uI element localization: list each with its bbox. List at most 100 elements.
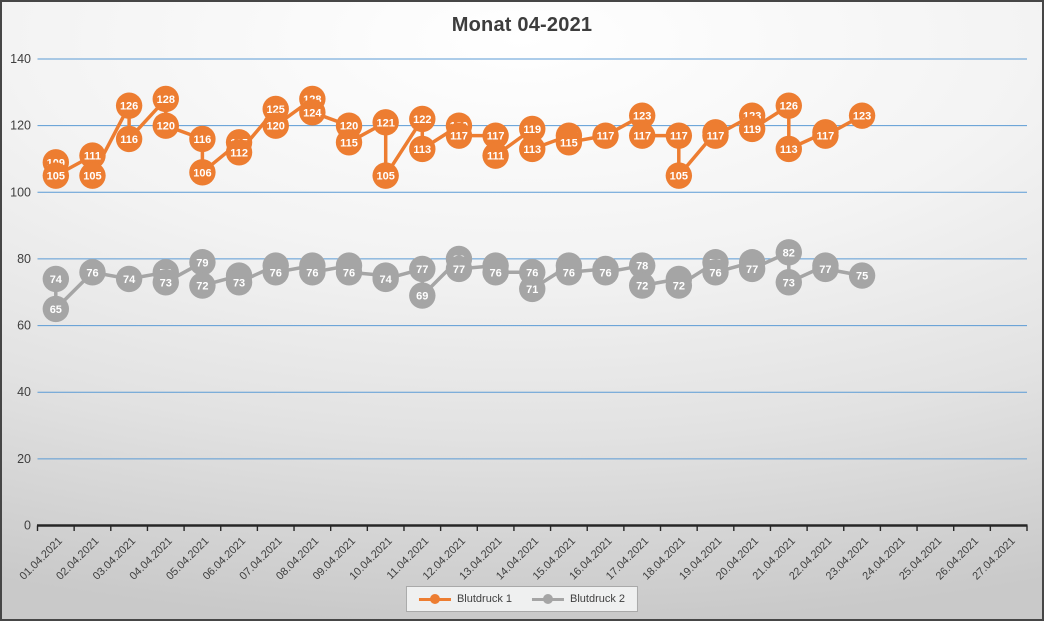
series-blutdruck-1: 1091051111051261161281201161061151121251…	[42, 85, 876, 189]
data-point-label: 125	[267, 104, 285, 116]
data-point-marker	[299, 99, 326, 126]
y-axis-label: 40	[17, 385, 31, 399]
data-point-marker	[519, 275, 546, 303]
data-point-label: 121	[376, 117, 394, 129]
data-point-label: 75	[856, 271, 868, 283]
data-point-label: 105	[47, 171, 65, 183]
data-point-marker	[79, 142, 106, 169]
data-point-marker	[372, 265, 399, 293]
data-point-label: 77	[746, 264, 758, 276]
data-point-label: 72	[673, 281, 685, 293]
data-point-marker	[409, 105, 436, 133]
data-point-label: 115	[560, 137, 578, 149]
data-point-marker	[409, 135, 436, 163]
data-point-marker	[519, 135, 546, 163]
data-point-marker	[299, 259, 326, 286]
y-axis-label: 140	[10, 52, 31, 66]
data-point-marker	[225, 269, 253, 296]
data-point-label: 77	[453, 264, 465, 276]
data-point-label: 126	[120, 101, 138, 113]
data-point-marker	[409, 255, 436, 283]
data-point-label: 77	[819, 264, 831, 276]
data-point-marker	[665, 122, 693, 149]
data-point-label: 124	[303, 107, 322, 119]
data-point-label: 126	[780, 101, 798, 113]
data-point-label: 120	[340, 121, 358, 133]
data-point-marker	[848, 262, 876, 289]
data-point-label: 119	[743, 124, 761, 136]
y-axis-label: 100	[10, 185, 31, 199]
data-point-marker	[372, 109, 399, 136]
data-point-marker	[482, 142, 509, 169]
data-point-label: 128	[157, 94, 175, 106]
data-point-marker	[42, 162, 70, 189]
data-point-label: 76	[709, 267, 721, 279]
data-point-label: 113	[413, 144, 431, 156]
series-blutdruck-2: 7465767476737972757378767876787675747769…	[42, 239, 876, 323]
data-point-label: 113	[523, 144, 541, 156]
data-point-marker	[592, 259, 619, 286]
data-point-marker	[42, 295, 70, 323]
data-point-marker	[812, 122, 839, 149]
data-point-marker	[775, 269, 802, 296]
data-point-marker	[335, 259, 363, 286]
data-point-marker	[738, 115, 766, 143]
line-marker-icon	[532, 594, 564, 604]
data-point-marker	[225, 139, 253, 166]
data-point-label: 76	[343, 267, 355, 279]
data-point-marker	[665, 162, 693, 189]
data-point-marker	[482, 122, 509, 149]
data-point-marker	[189, 159, 216, 186]
data-point-marker	[189, 249, 216, 276]
legend-label: Blutdruck 2	[570, 593, 626, 605]
data-point-marker	[665, 272, 693, 299]
data-point-label: 69	[416, 291, 428, 303]
data-point-label: 120	[157, 121, 175, 133]
data-point-marker	[189, 125, 216, 153]
data-point-label: 116	[120, 134, 138, 146]
legend-label: Blutdruck 1	[456, 593, 512, 605]
data-point-label: 115	[340, 137, 358, 149]
data-point-label: 76	[270, 267, 282, 279]
data-point-marker	[262, 112, 289, 139]
line-marker-icon	[418, 594, 451, 604]
data-point-marker	[775, 135, 802, 163]
data-point-label: 117	[670, 131, 688, 143]
data-point-marker	[189, 272, 216, 299]
data-point-marker	[42, 265, 70, 293]
y-axis-label: 0	[24, 519, 31, 533]
data-point-marker	[592, 122, 619, 149]
data-point-marker	[262, 259, 289, 286]
data-point-marker	[628, 272, 656, 299]
data-point-marker	[775, 239, 802, 266]
data-point-label: 112	[230, 147, 248, 159]
data-point-label: 111	[487, 151, 504, 163]
legend-item-blutdruck-1: Blutdruck 1	[418, 593, 512, 605]
data-point-label: 73	[160, 277, 172, 289]
data-point-marker	[445, 255, 473, 283]
data-point-label: 74	[123, 274, 136, 286]
data-point-marker	[555, 259, 583, 286]
data-point-label: 117	[450, 131, 468, 143]
data-point-label: 111	[84, 151, 101, 163]
legend-item-blutdruck-2: Blutdruck 2	[532, 593, 625, 605]
data-point-label: 117	[707, 131, 725, 143]
data-point-label: 122	[413, 114, 431, 126]
data-point-marker	[79, 162, 106, 189]
data-point-marker	[372, 162, 399, 189]
data-point-marker	[79, 259, 106, 286]
data-point-marker	[848, 102, 876, 129]
data-point-label: 74	[380, 274, 393, 286]
data-point-marker	[628, 252, 656, 279]
data-point-marker	[152, 269, 179, 296]
data-point-label: 113	[780, 144, 798, 156]
data-point-label: 73	[233, 277, 245, 289]
data-point-label: 120	[267, 121, 285, 133]
data-point-label: 76	[489, 267, 501, 279]
data-point-label: 106	[193, 167, 211, 179]
data-point-label: 105	[670, 171, 688, 183]
data-point-marker	[812, 255, 839, 283]
data-point-label: 76	[306, 267, 318, 279]
data-point-marker	[335, 129, 363, 156]
